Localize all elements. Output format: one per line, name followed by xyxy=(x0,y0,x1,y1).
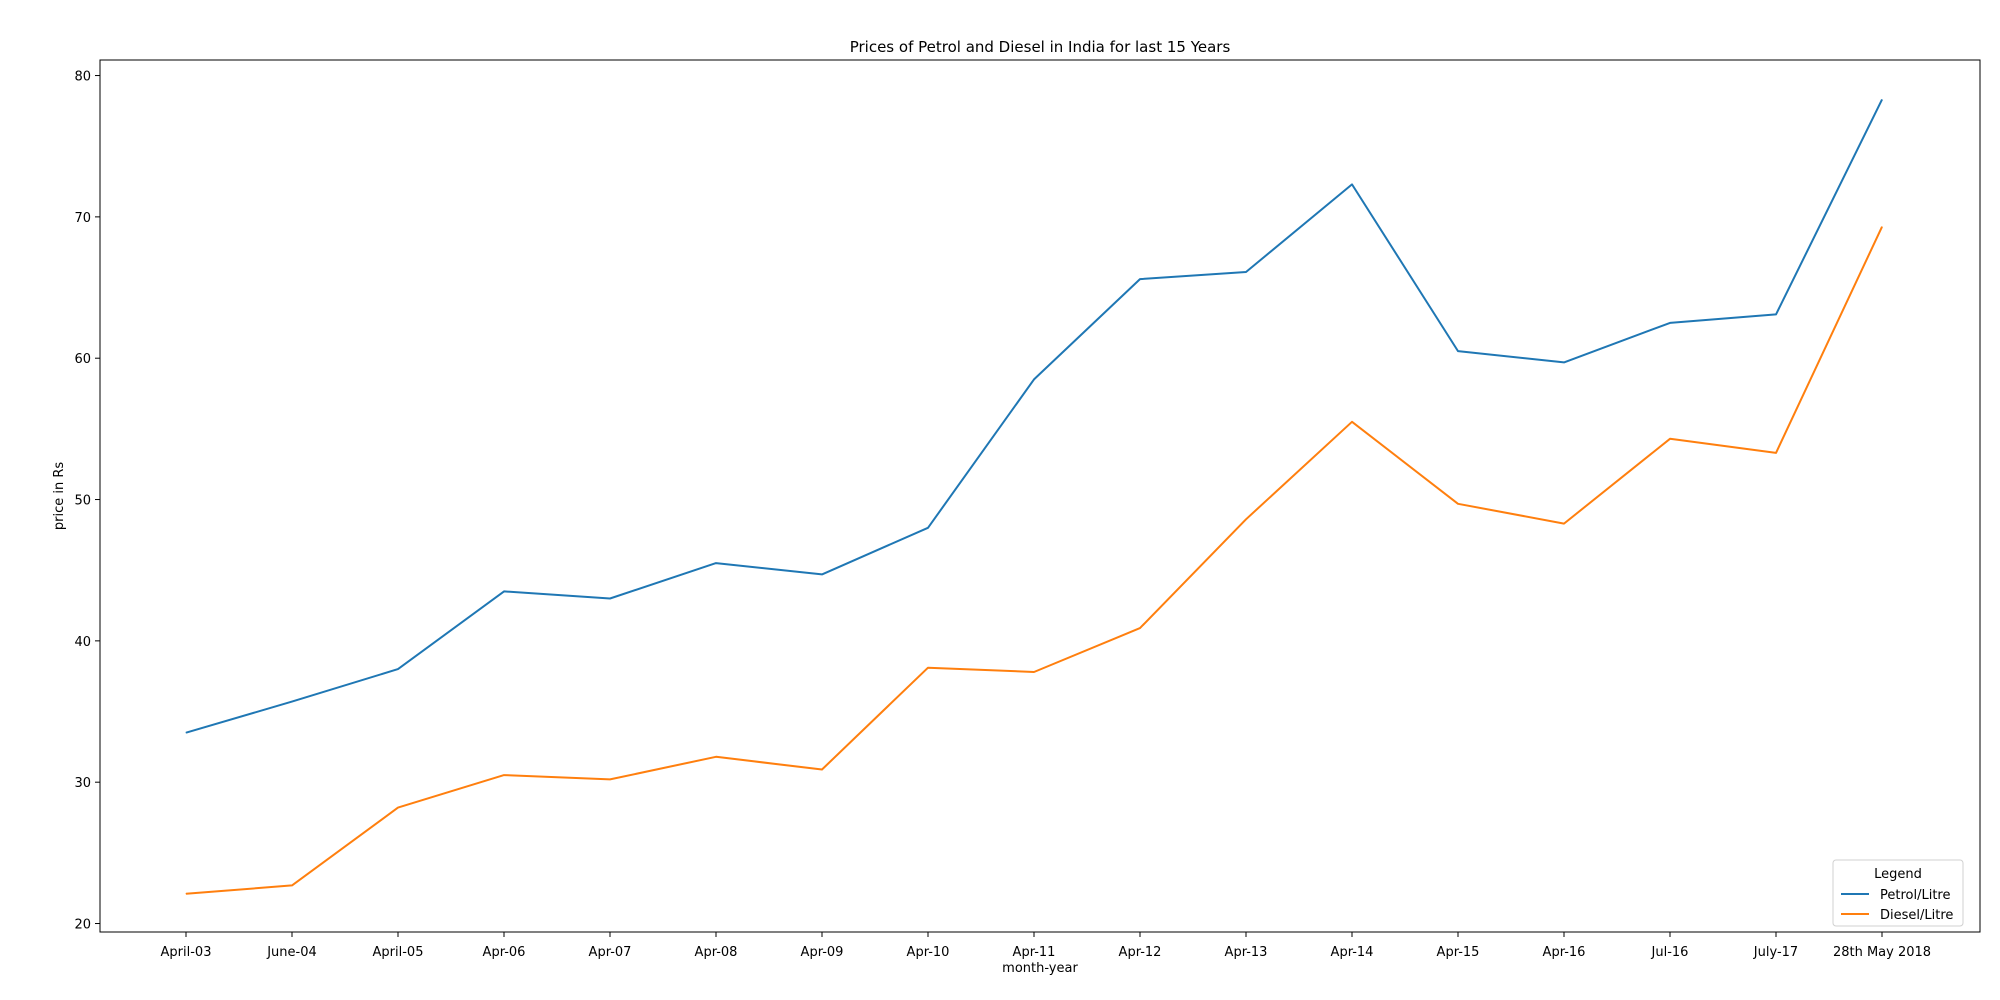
y-axis-label: price in Rs xyxy=(52,462,67,531)
x-tick-label-april-05: April-05 xyxy=(373,945,424,960)
data-point-diesel-litre-jul-16 xyxy=(1669,438,1671,440)
data-point-diesel-litre-28th-may-2018 xyxy=(1881,226,1883,228)
data-point-petrol-litre-28th-may-2018 xyxy=(1881,99,1883,101)
series-petrol-litre xyxy=(185,99,1883,734)
data-point-diesel-litre-apr-12 xyxy=(1139,627,1141,629)
x-tick-label-july-17: July-17 xyxy=(1753,945,1798,960)
x-tick-label-apr-10: Apr-10 xyxy=(907,945,950,960)
x-tick-label-june-04: June-04 xyxy=(266,945,317,960)
data-point-diesel-litre-july-17 xyxy=(1775,452,1777,454)
data-point-diesel-litre-apr-08 xyxy=(715,756,717,758)
data-point-diesel-litre-apr-06 xyxy=(503,774,505,776)
x-tick-label-apr-12: Apr-12 xyxy=(1119,945,1162,960)
data-point-diesel-litre-apr-10 xyxy=(927,667,929,669)
data-point-petrol-litre-jul-16 xyxy=(1669,322,1671,324)
data-point-petrol-litre-apr-12 xyxy=(1139,278,1141,280)
data-point-diesel-litre-apr-14 xyxy=(1351,421,1353,423)
x-tick-label-apr-06: Apr-06 xyxy=(483,945,526,960)
data-point-petrol-litre-apr-11 xyxy=(1033,378,1035,380)
data-point-diesel-litre-apr-13 xyxy=(1245,518,1247,520)
x-tick-label-28th-may-2018: 28th May 2018 xyxy=(1833,945,1931,960)
x-tick-label-apr-07: Apr-07 xyxy=(589,945,632,960)
x-axis: April-03 June-04 April-05 Apr-06 Apr-07 Apr-0… xyxy=(161,932,1931,960)
x-tick-label-apr-11: Apr-11 xyxy=(1013,945,1056,960)
data-point-petrol-litre-june-04 xyxy=(291,701,293,703)
y-tick-label-30: 30 xyxy=(74,776,91,791)
y-tick-label-20: 20 xyxy=(74,918,91,933)
chart-title: Prices of Petrol and Diesel in India for… xyxy=(850,38,1231,56)
x-tick-label-apr-15: Apr-15 xyxy=(1437,945,1480,960)
data-point-petrol-litre-april-05 xyxy=(397,668,399,670)
x-tick-label-jul-16: Jul-16 xyxy=(1651,945,1689,960)
data-point-petrol-litre-july-17 xyxy=(1775,313,1777,315)
data-point-diesel-litre-april-05 xyxy=(397,807,399,809)
x-tick-label-apr-09: Apr-09 xyxy=(801,945,844,960)
x-tick-label-apr-08: Apr-08 xyxy=(695,945,738,960)
y-tick-label-70: 70 xyxy=(74,211,91,226)
legend: Legend Petrol/Litre Diesel/Litre xyxy=(1832,859,1964,927)
data-point-diesel-litre-april-03 xyxy=(185,893,187,895)
y-tick-label-40: 40 xyxy=(74,635,91,650)
data-point-petrol-litre-april-03 xyxy=(185,732,187,734)
data-point-petrol-litre-apr-16 xyxy=(1563,361,1565,363)
x-tick-label-apr-16: Apr-16 xyxy=(1543,945,1586,960)
x-tick-label-apr-13: Apr-13 xyxy=(1225,945,1268,960)
x-tick-label-apr-14: Apr-14 xyxy=(1331,945,1374,960)
data-point-diesel-litre-apr-09 xyxy=(821,769,823,770)
series-diesel-litre xyxy=(185,226,1883,895)
legend-label-petrol: Petrol/Litre xyxy=(1880,888,1950,903)
plot-area xyxy=(100,60,1980,932)
y-tick-label-60: 60 xyxy=(74,352,91,367)
plot-frame xyxy=(99,59,1981,933)
x-axis-label: month-year xyxy=(1002,961,1078,976)
data-point-diesel-litre-apr-15 xyxy=(1457,503,1459,505)
x-tick-label-april-03: April-03 xyxy=(161,945,212,960)
data-point-petrol-litre-apr-15 xyxy=(1457,350,1459,352)
data-point-diesel-litre-june-04 xyxy=(291,884,293,886)
legend-box xyxy=(1832,859,1964,927)
y-axis: 20 30 40 50 60 70 80 xyxy=(74,70,100,933)
series-layer xyxy=(185,99,1883,895)
legend-label-diesel: Diesel/Litre xyxy=(1880,908,1953,923)
data-point-diesel-litre-apr-07 xyxy=(609,778,611,780)
data-point-diesel-litre-apr-11 xyxy=(1033,671,1035,673)
data-point-diesel-litre-apr-16 xyxy=(1563,523,1565,525)
data-point-petrol-litre-apr-07 xyxy=(609,598,611,599)
data-point-petrol-litre-apr-10 xyxy=(927,527,929,529)
data-point-petrol-litre-apr-13 xyxy=(1245,271,1247,273)
data-point-petrol-litre-apr-08 xyxy=(715,562,717,564)
data-point-petrol-litre-apr-06 xyxy=(503,590,505,592)
data-point-petrol-litre-apr-14 xyxy=(1351,183,1353,185)
y-tick-label-50: 50 xyxy=(74,494,91,509)
data-point-petrol-litre-apr-09 xyxy=(821,573,823,575)
legend-title: Legend xyxy=(1874,867,1922,882)
y-tick-label-80: 80 xyxy=(74,70,91,85)
